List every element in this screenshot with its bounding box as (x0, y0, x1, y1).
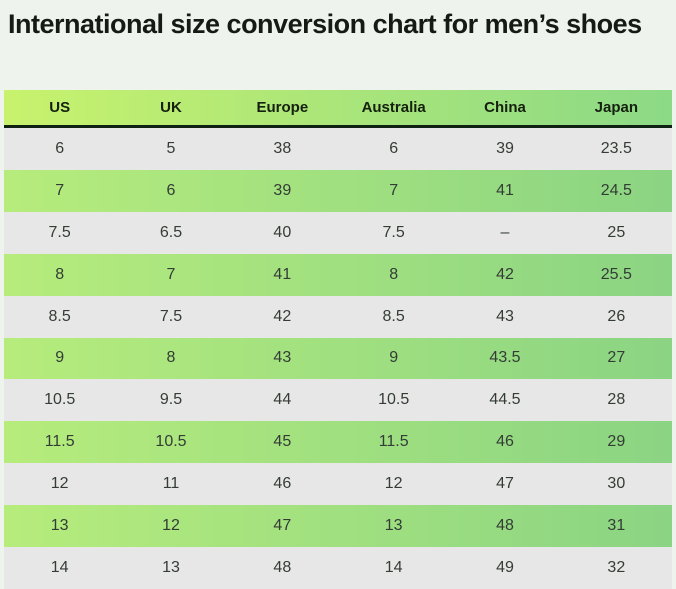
table-row: 6 5 38 6 39 23.5 (4, 128, 672, 170)
size-cell: 43.5 (489, 349, 521, 367)
column-header-australia: Australia (361, 99, 426, 116)
size-cell: 46 (496, 433, 514, 451)
size-cell: 10.5 (44, 391, 76, 409)
size-cell: 7 (389, 181, 399, 199)
table-header-row: US UK Europe Australia China Japan (4, 90, 672, 128)
table-row: 13 12 47 13 48 31 (4, 505, 672, 548)
size-cell: 44 (273, 391, 292, 409)
size-cell: 28 (607, 391, 626, 409)
size-cell: 26 (607, 307, 626, 325)
size-cell: 38 (273, 139, 292, 157)
size-cell: 14 (50, 559, 69, 577)
size-cell: 11 (162, 475, 180, 493)
size-cell: 6 (166, 181, 176, 199)
size-cell: 41 (496, 181, 514, 199)
column-header-us: US (49, 99, 71, 116)
column-header-uk: UK (160, 99, 182, 116)
size-cell: 47 (496, 475, 514, 493)
table-row: 7.5 6.5 40 7.5 – 25 (4, 211, 672, 254)
size-cell: 7.5 (382, 223, 405, 241)
size-cell: 45 (273, 433, 292, 451)
size-cell: 43 (496, 307, 514, 325)
size-cell: 23.5 (600, 139, 632, 157)
size-cell: – (500, 223, 510, 241)
size-cell: 49 (496, 559, 514, 577)
size-cell: 10.5 (378, 391, 410, 409)
size-cell: 9.5 (159, 391, 183, 409)
table-row: 8 7 41 8 42 25.5 (4, 253, 672, 296)
size-cell: 11.5 (378, 433, 409, 451)
page-title: International size conversion chart for … (8, 9, 642, 39)
size-cell: 13 (50, 517, 69, 535)
table-row: 14 13 48 14 49 32 (4, 547, 672, 589)
size-cell: 48 (273, 559, 292, 577)
size-cell: 8 (389, 265, 399, 283)
table-row: 10.5 9.5 44 10.5 44.5 28 (4, 379, 672, 422)
size-cell: 9 (55, 349, 65, 367)
size-cell: 41 (273, 265, 292, 283)
size-cell: 13 (162, 559, 180, 577)
size-cell: 8 (55, 265, 65, 283)
size-cell: 29 (607, 433, 626, 451)
size-cell: 47 (273, 517, 292, 535)
size-cell: 8.5 (382, 307, 405, 325)
table-row: 12 11 46 12 47 30 (4, 463, 672, 506)
table-row: 8.5 7.5 42 8.5 43 26 (4, 295, 672, 338)
size-cell: 12 (384, 475, 403, 493)
size-cell: 40 (273, 223, 292, 241)
size-cell: 24.5 (600, 181, 632, 199)
size-cell: 7 (55, 181, 65, 199)
column-header-europe: Europe (256, 99, 309, 116)
size-cell: 6 (389, 139, 399, 157)
size-cell: 31 (607, 517, 626, 535)
size-cell: 43 (273, 349, 292, 367)
size-cell: 32 (607, 559, 626, 577)
size-cell: 7 (166, 265, 176, 283)
column-header-china: China (484, 99, 526, 116)
size-cell: 39 (496, 139, 514, 157)
size-cell: 6.5 (159, 223, 183, 241)
size-cell: 13 (384, 517, 403, 535)
size-cell: 11.5 (44, 433, 75, 451)
table-body: 6 5 38 6 39 23.5 7 6 39 7 41 24.5 7.5 6.5 40 7.5 – 25 8 7 41… (4, 128, 672, 589)
size-cell: 12 (162, 517, 180, 535)
size-cell: 42 (496, 265, 514, 283)
size-cell: 12 (50, 475, 69, 493)
size-cell: 7.5 (48, 223, 71, 241)
size-cell: 5 (166, 139, 176, 157)
table-row: 11.5 10.5 45 11.5 46 29 (4, 421, 672, 464)
size-conversion-table: US UK Europe Australia China Japan 6 5 38 6… (4, 90, 672, 589)
size-cell: 30 (607, 475, 626, 493)
size-cell: 10.5 (155, 433, 187, 451)
size-cell: 6 (55, 139, 65, 157)
size-cell: 14 (384, 559, 403, 577)
size-cell: 39 (273, 181, 292, 199)
column-header-japan: Japan (594, 99, 638, 116)
size-cell: 9 (389, 349, 399, 367)
size-cell: 7.5 (159, 307, 183, 325)
size-cell: 8.5 (48, 307, 71, 325)
size-cell: 42 (273, 307, 292, 325)
size-cell: 44.5 (489, 391, 521, 409)
size-cell: 8 (166, 349, 176, 367)
size-cell: 25.5 (600, 265, 632, 283)
size-cell: 48 (496, 517, 514, 535)
size-cell: 46 (273, 475, 292, 493)
size-cell: 27 (607, 349, 626, 367)
size-cell: 25 (607, 223, 626, 241)
table-row: 9 8 43 9 43.5 27 (4, 337, 672, 380)
table-row: 7 6 39 7 41 24.5 (4, 169, 672, 212)
